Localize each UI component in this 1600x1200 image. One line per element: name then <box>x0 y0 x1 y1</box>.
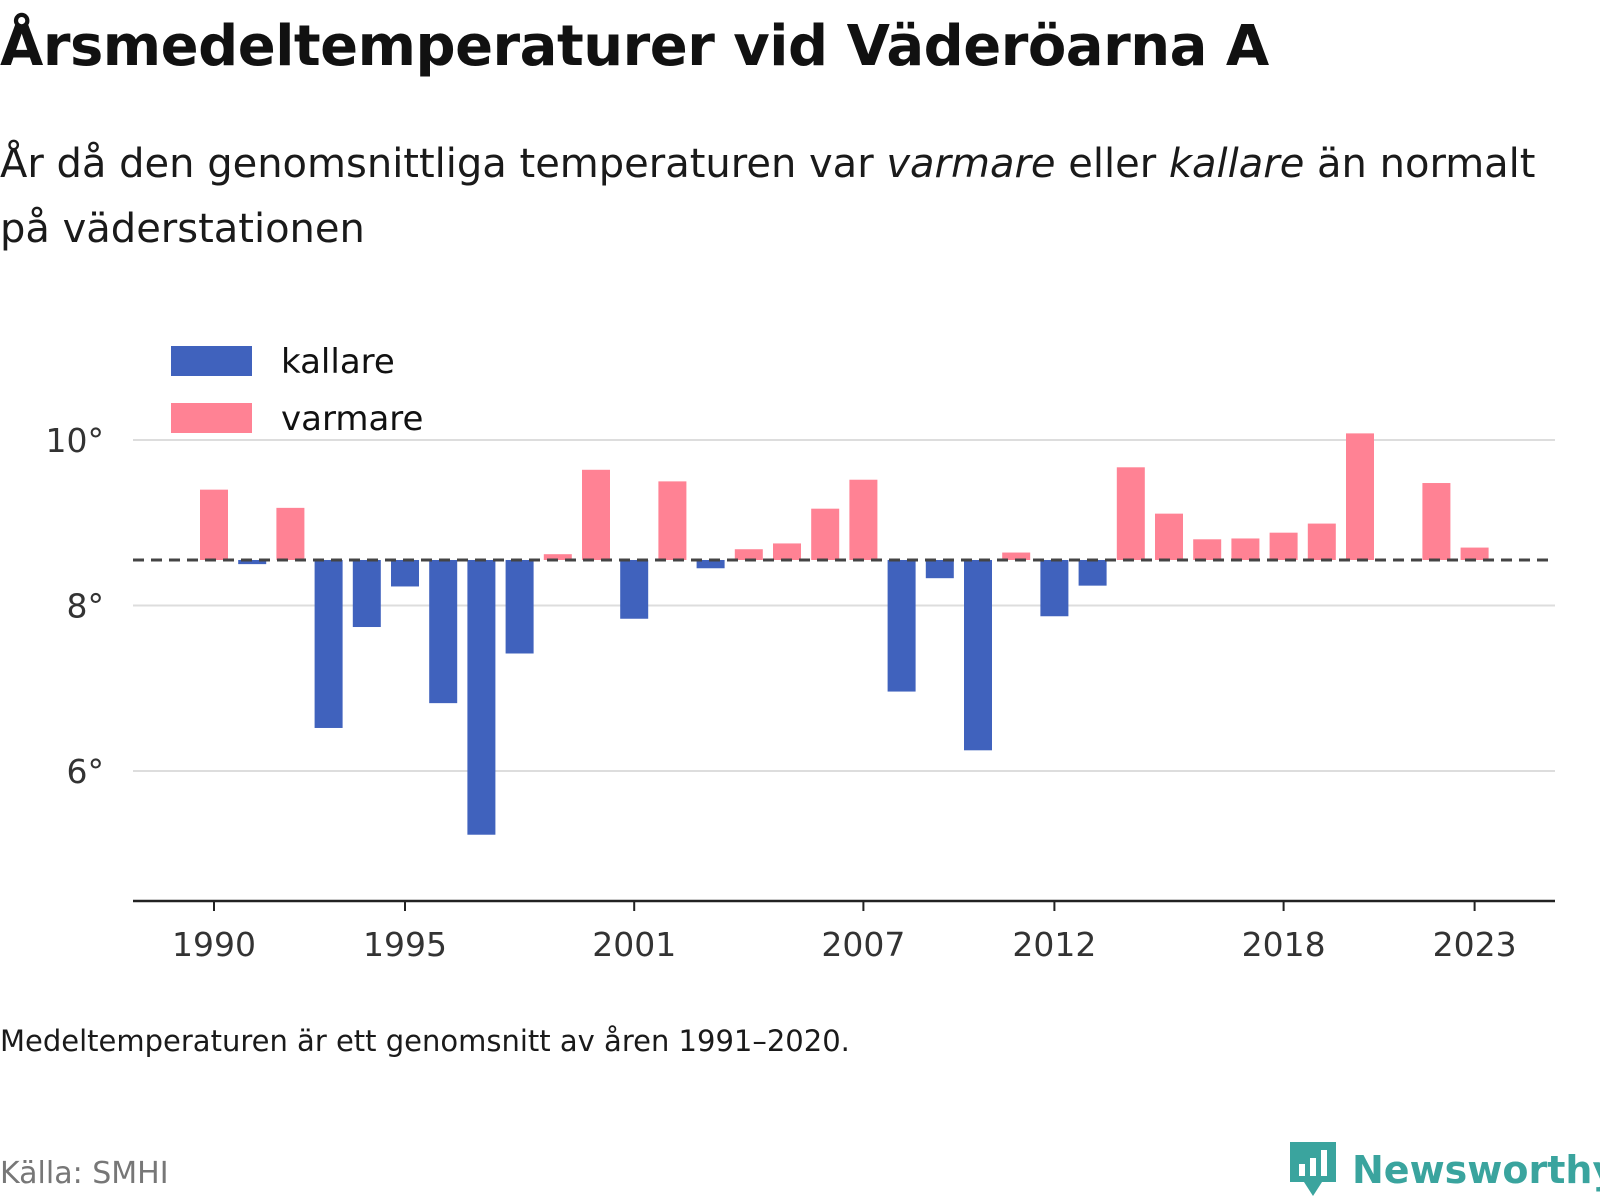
legend-label: varmare <box>281 399 423 439</box>
bar-warmer <box>582 469 610 560</box>
chart-subtitle: År då den genomsnittliga temperaturen va… <box>0 132 1580 262</box>
bar-colder <box>505 559 534 654</box>
bar-warmer <box>811 508 840 560</box>
subtitle-part-1: År då den genomsnittliga temperaturen va… <box>0 141 887 187</box>
bar-warmer <box>1269 532 1298 560</box>
bar-chart: 6° 8° 10° 1990 1995 2001 2007 2012 2018 2023 kalla… <box>46 342 1555 964</box>
bar-colder <box>1078 559 1107 586</box>
bar-warmer <box>734 549 763 560</box>
subtitle-colder-word: kallare <box>1168 141 1305 187</box>
bar-warmer <box>543 554 572 560</box>
brand-name: Newsworthy <box>1352 1148 1600 1192</box>
y-tick-label: 6° <box>67 752 105 791</box>
bar-colder <box>620 559 649 619</box>
bar-colder <box>352 559 381 628</box>
bar-warmer <box>1422 483 1451 560</box>
bar-warmer <box>658 481 687 560</box>
x-tick-label: 1995 <box>363 925 447 964</box>
bar-warmer <box>1307 523 1336 560</box>
bar-colder <box>314 559 343 728</box>
x-tick-label: 2001 <box>592 925 676 964</box>
bar-colder <box>696 559 725 569</box>
bar-warmer <box>1460 547 1489 560</box>
x-tick-label: 2007 <box>821 925 905 964</box>
bar-warmer <box>1193 539 1222 560</box>
bar-colder <box>1040 559 1069 617</box>
bar-colder <box>429 559 458 704</box>
bar-warmer <box>276 507 305 560</box>
bar-warmer <box>849 479 878 560</box>
x-tick-label: 1990 <box>172 925 256 964</box>
x-tick-label: 2023 <box>1433 925 1517 964</box>
newsworthy-brand[interactable]: Newsworthy <box>1288 1140 1600 1200</box>
bar-warmer <box>200 489 228 560</box>
subtitle-part-2: eller <box>1055 141 1169 187</box>
bar-colder <box>467 559 496 835</box>
x-tick-label: 2012 <box>1012 925 1096 964</box>
bar-colder <box>887 559 916 692</box>
subtitle-warmer-word: varmare <box>886 141 1056 187</box>
legend-swatch <box>171 346 252 376</box>
legend-label: kallare <box>281 342 395 382</box>
source-label: Källa: SMHI <box>0 1156 169 1191</box>
bar-warmer <box>1116 467 1145 560</box>
bar-warmer <box>773 543 801 560</box>
bar-colder <box>964 559 992 751</box>
subtitle-part-3: än normalt på väderstationen <box>0 141 1536 252</box>
x-tick-label: 2018 <box>1242 925 1326 964</box>
chart-title: Årsmedeltemperaturer vid Väderöarna A <box>0 14 1269 79</box>
legend-swatch <box>171 403 252 433</box>
bar-warmer <box>1155 513 1183 560</box>
bar-colder <box>238 559 267 565</box>
bar-warmer <box>1346 433 1374 560</box>
bar-warmer <box>1231 538 1260 560</box>
y-tick-label: 8° <box>67 587 105 626</box>
footnote: Medeltemperaturen är ett genomsnitt av å… <box>0 1024 850 1058</box>
y-tick-label: 10° <box>46 421 105 460</box>
newsworthy-logo-icon <box>1290 1142 1336 1196</box>
bar-warmer <box>1002 552 1031 560</box>
bar-colder <box>391 559 419 587</box>
bar-colder <box>925 559 954 579</box>
